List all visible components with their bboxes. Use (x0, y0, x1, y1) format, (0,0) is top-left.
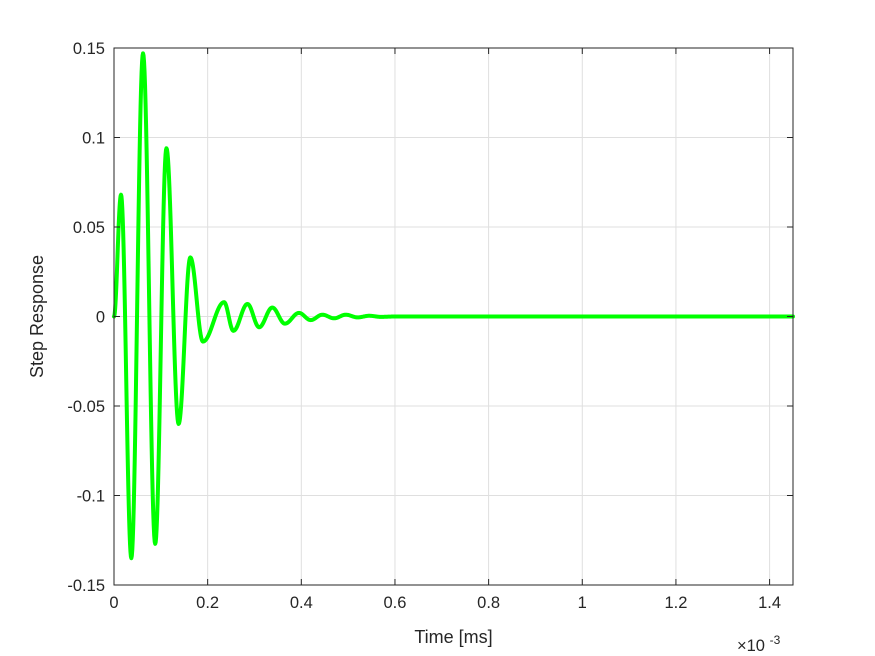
x-axis-multiplier: ×10 -3 (737, 633, 781, 655)
y-tick-label: -0.05 (67, 398, 105, 416)
y-axis-label: Step Response (27, 255, 47, 378)
x-tick-label: 1.2 (664, 594, 687, 612)
x-tick-label: 0.4 (290, 594, 313, 612)
y-tick-label: -0.1 (77, 488, 105, 506)
y-tick-label: 0.05 (73, 219, 105, 237)
step-response-line (112, 51, 795, 561)
y-tick-label: 0.1 (82, 130, 105, 148)
y-tick-label: -0.15 (67, 577, 105, 595)
x-tick-label: 0.2 (196, 594, 219, 612)
x-tick-label: 1 (578, 594, 587, 612)
axis-ticks (113, 47, 793, 586)
x-tick-label: 0 (109, 594, 118, 612)
x-tick-label: 1.4 (758, 594, 781, 612)
x-axis-multiplier-exponent: -3 (770, 633, 781, 647)
plot-series-layer (112, 51, 795, 561)
x-tick-label: 0.6 (383, 594, 406, 612)
x-tick-label: 0.8 (477, 594, 500, 612)
y-tick-label: 0.15 (73, 40, 105, 58)
y-tick-label: 0 (96, 309, 105, 327)
x-axis-label: Time [ms] (414, 627, 492, 647)
axis-tick-labels: 0 0.2 0.4 0.6 0.8 1 1.2 1.4 0.15 0.1 0.05 0 -0.05 -0.… (67, 40, 781, 612)
x-axis-multiplier-base: ×10 (737, 637, 765, 655)
